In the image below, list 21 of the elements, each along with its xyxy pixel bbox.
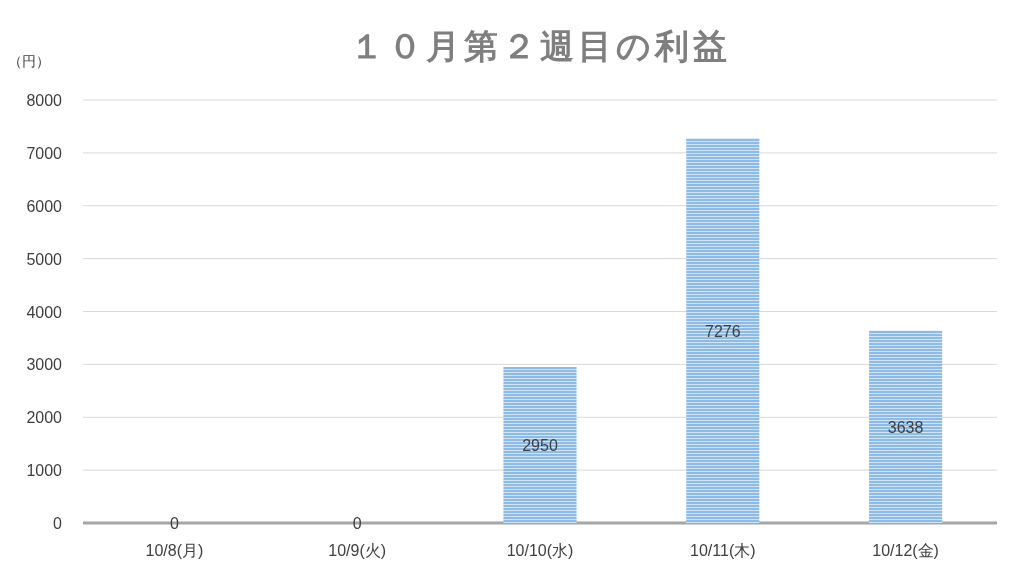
y-tick-label: 8000 <box>26 92 63 109</box>
y-tick-label: 5000 <box>26 250 63 268</box>
y-tick-label: 6000 <box>26 197 63 215</box>
y-tick-label: 3000 <box>26 356 63 374</box>
x-tick-label: 10/9(火) <box>328 542 387 559</box>
x-tick-label: 10/12(金) <box>872 542 939 559</box>
y-tick-label: 2000 <box>26 409 63 427</box>
data-label: 0 <box>352 515 362 532</box>
chart-title: １０月第２週目の利益 <box>349 27 731 65</box>
y-tick-label: 0 <box>53 515 63 532</box>
y-tick-label: 7000 <box>26 144 63 162</box>
data-label: 3638 <box>887 418 924 436</box>
x-tick-label: 10/10(水) <box>506 542 574 559</box>
data-label: 2950 <box>522 437 558 455</box>
x-tick-label: 10/8(月) <box>145 542 204 559</box>
data-label: 0 <box>169 515 179 532</box>
y-tick-label: 4000 <box>26 303 63 321</box>
data-label: 7276 <box>705 322 741 340</box>
y-tick-label: 1000 <box>26 462 63 480</box>
y-axis-title: （円） <box>8 53 50 69</box>
x-tick-label: 10/11(木) <box>690 542 756 559</box>
